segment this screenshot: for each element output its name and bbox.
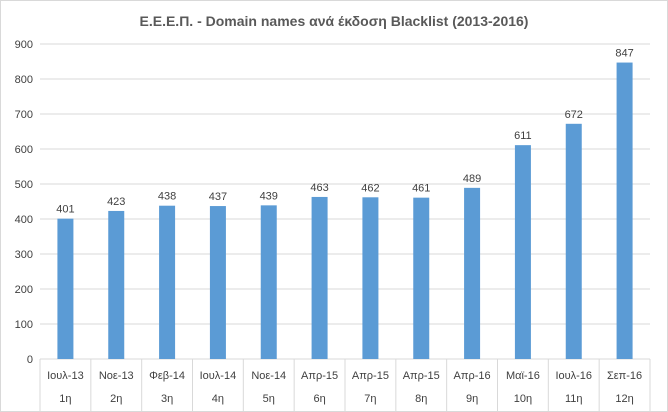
y-tick-label: 400 xyxy=(15,214,33,226)
bar xyxy=(159,205,176,359)
x-tick-label: Φεβ-14 xyxy=(149,370,185,382)
data-label: 438 xyxy=(158,191,176,203)
data-label: 437 xyxy=(209,191,227,203)
data-label: 423 xyxy=(107,196,125,208)
bar xyxy=(362,197,379,359)
x-tick-label: Ιουλ-14 xyxy=(200,370,237,382)
data-label: 401 xyxy=(56,204,74,216)
data-label: 463 xyxy=(310,182,328,194)
bars xyxy=(57,62,633,360)
x-tick-label: Ιουλ-16 xyxy=(555,370,592,382)
y-tick-label: 700 xyxy=(15,109,33,121)
x-tick-label: Ιουλ-13 xyxy=(47,370,84,382)
data-label: 439 xyxy=(260,190,278,202)
edition-label: 10η xyxy=(514,393,532,405)
edition-label: 12η xyxy=(615,393,633,405)
x-tick-label: Απρ-15 xyxy=(301,370,338,382)
bar xyxy=(57,218,74,359)
data-label: 672 xyxy=(565,109,583,121)
y-tick-label: 500 xyxy=(15,179,33,191)
y-tick-label: 800 xyxy=(15,74,33,86)
chart-title: Ε.Ε.Ε.Π. - Domain names ανά έκδοση Black… xyxy=(140,13,529,29)
x-tick-label: Νοε-13 xyxy=(99,370,134,382)
y-tick-label: 300 xyxy=(15,249,33,261)
edition-label: 1η xyxy=(59,393,71,405)
bar xyxy=(209,206,226,359)
bar xyxy=(514,145,531,359)
data-label: 611 xyxy=(514,130,532,142)
bar xyxy=(413,197,430,359)
edition-label: 9η xyxy=(466,393,478,405)
x-tick-label: Σεπ-16 xyxy=(607,370,642,382)
bar xyxy=(260,205,277,359)
y-tick-label: 0 xyxy=(27,354,33,366)
x-tick-label: Απρ-15 xyxy=(403,370,440,382)
y-tick-label: 100 xyxy=(15,319,33,331)
y-axis-tick-labels: 0 100 200 300 400 500 600 700 800 900 xyxy=(15,39,33,366)
gridlines xyxy=(39,43,651,412)
bar xyxy=(311,196,328,359)
data-label: 461 xyxy=(412,183,430,195)
edition-label: 4η xyxy=(212,393,224,405)
edition-label: 8η xyxy=(415,393,427,405)
x-tick-label: Μαϊ-16 xyxy=(506,370,540,382)
edition-label: 6η xyxy=(313,393,325,405)
edition-label: 7η xyxy=(364,393,376,405)
bar xyxy=(565,123,582,359)
edition-label: 11η xyxy=(565,393,583,405)
y-tick-label: 200 xyxy=(15,284,33,296)
data-label: 847 xyxy=(615,48,633,60)
x-tick-label: Νοε-14 xyxy=(251,370,286,382)
x-tick-label: Απρ-16 xyxy=(454,370,491,382)
data-label: 489 xyxy=(463,173,481,185)
bar xyxy=(616,62,633,360)
bar xyxy=(108,210,125,359)
edition-label: 3η xyxy=(161,393,173,405)
data-label: 462 xyxy=(361,182,379,194)
y-tick-label: 600 xyxy=(15,144,33,156)
data-labels: 401 423 438 437 439 463 462 461 489 611 672 847 xyxy=(56,48,634,216)
x-axis-tick-labels: Ιουλ-13 1η Νοε-13 2η Φεβ-14 3η Ιουλ-14 4η Νοε-14… xyxy=(47,370,642,405)
x-tick-label: Απρ-15 xyxy=(352,370,389,382)
bar xyxy=(464,187,481,359)
y-tick-label: 900 xyxy=(15,39,33,51)
edition-label: 5η xyxy=(263,393,275,405)
edition-label: 2η xyxy=(110,393,122,405)
